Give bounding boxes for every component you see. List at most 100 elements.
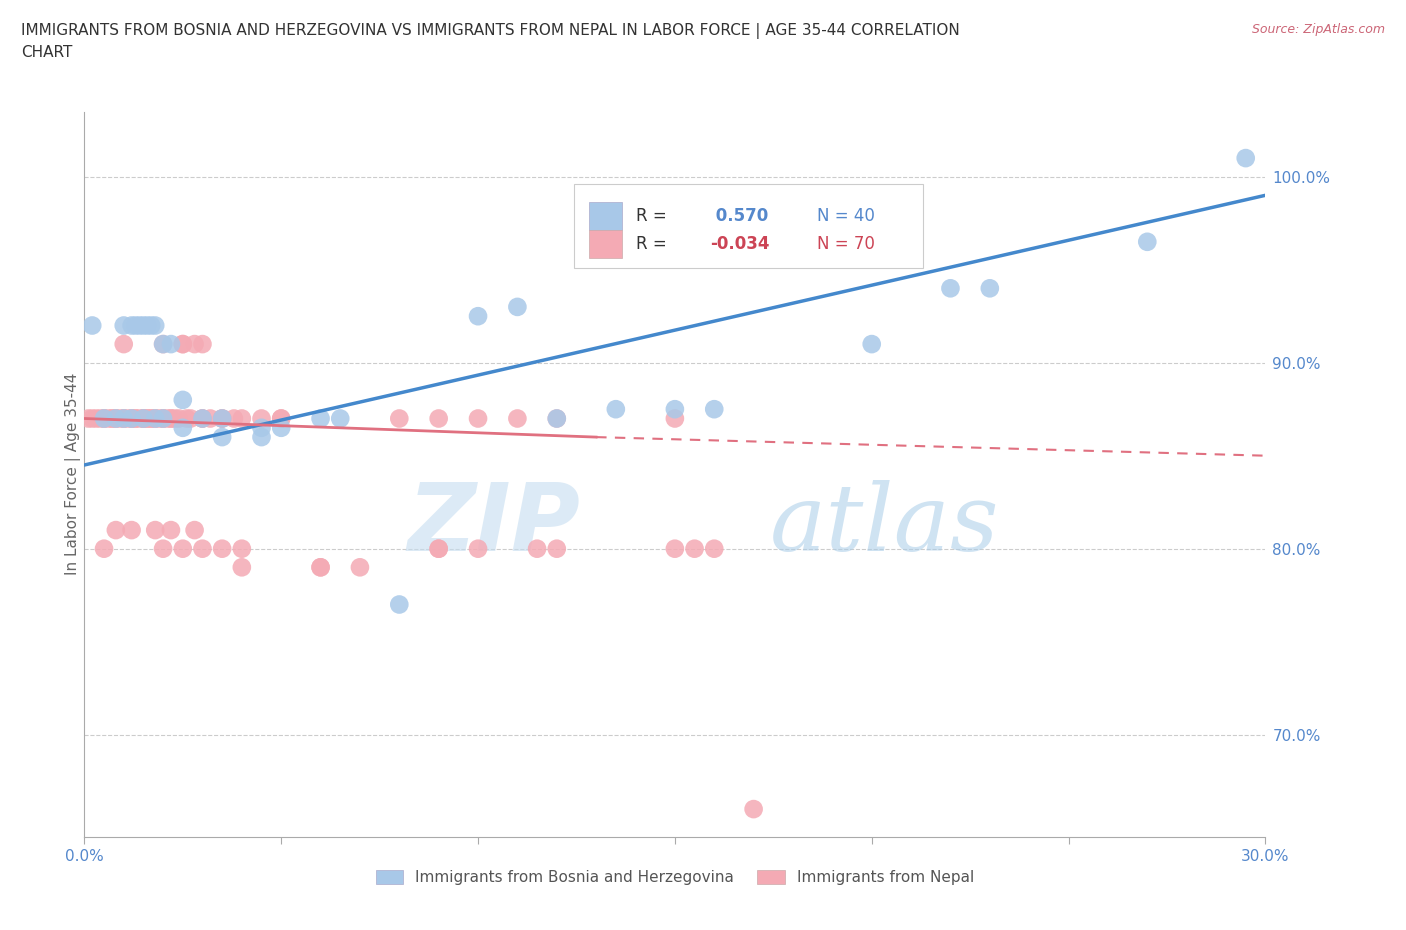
Point	[93, 411, 115, 426]
Point	[349, 560, 371, 575]
Point	[270, 411, 292, 426]
Point	[152, 541, 174, 556]
Point	[152, 411, 174, 426]
Text: Source: ZipAtlas.com: Source: ZipAtlas.com	[1251, 23, 1385, 36]
Point	[664, 402, 686, 417]
Text: R =: R =	[636, 235, 666, 253]
Point	[141, 411, 163, 426]
Point	[112, 411, 135, 426]
Point	[183, 523, 205, 538]
Point	[104, 411, 127, 426]
Point	[136, 318, 159, 333]
Point	[546, 541, 568, 556]
Point	[172, 392, 194, 407]
Text: 0.570: 0.570	[710, 206, 769, 225]
Point	[191, 411, 214, 426]
Point	[93, 411, 115, 426]
Point	[132, 411, 155, 426]
Point	[132, 411, 155, 426]
Point	[128, 411, 150, 426]
Point	[136, 411, 159, 426]
Point	[211, 430, 233, 445]
Point	[167, 411, 190, 426]
Point	[250, 411, 273, 426]
Point	[112, 411, 135, 426]
Legend: Immigrants from Bosnia and Herzegovina, Immigrants from Nepal: Immigrants from Bosnia and Herzegovina, …	[370, 864, 980, 891]
Point	[93, 411, 115, 426]
Point	[141, 411, 163, 426]
Point	[82, 411, 104, 426]
Point	[183, 337, 205, 352]
Point	[939, 281, 962, 296]
Point	[121, 411, 143, 426]
Text: atlas: atlas	[769, 480, 998, 570]
Point	[1234, 151, 1257, 166]
Point	[1136, 234, 1159, 249]
Point	[93, 541, 115, 556]
Point	[546, 411, 568, 426]
Point	[191, 337, 214, 352]
Point	[160, 523, 183, 538]
Point	[97, 411, 120, 426]
Point	[124, 411, 146, 426]
Text: CHART: CHART	[21, 45, 73, 60]
Point	[172, 337, 194, 352]
Point	[112, 318, 135, 333]
FancyBboxPatch shape	[589, 202, 621, 230]
Point	[231, 411, 253, 426]
Point	[143, 318, 166, 333]
Point	[121, 411, 143, 426]
Point	[121, 523, 143, 538]
Text: R =: R =	[636, 206, 666, 225]
FancyBboxPatch shape	[575, 184, 922, 268]
Point	[104, 411, 127, 426]
Point	[141, 318, 163, 333]
Point	[143, 411, 166, 426]
Point	[231, 541, 253, 556]
Y-axis label: In Labor Force | Age 35-44: In Labor Force | Age 35-44	[65, 373, 82, 576]
Point	[200, 411, 222, 426]
Point	[309, 560, 332, 575]
Point	[191, 411, 214, 426]
Point	[132, 411, 155, 426]
Point	[128, 318, 150, 333]
Point	[526, 541, 548, 556]
Point	[191, 541, 214, 556]
Point	[742, 802, 765, 817]
Point	[112, 337, 135, 352]
Point	[270, 411, 292, 426]
Point	[152, 337, 174, 352]
Point	[77, 411, 100, 426]
Point	[82, 318, 104, 333]
Text: N = 40: N = 40	[817, 206, 875, 225]
Point	[148, 411, 170, 426]
Point	[467, 541, 489, 556]
Point	[112, 411, 135, 426]
Point	[101, 411, 124, 426]
Point	[211, 411, 233, 426]
Point	[124, 411, 146, 426]
Point	[231, 560, 253, 575]
Point	[124, 318, 146, 333]
Point	[160, 411, 183, 426]
Point	[664, 411, 686, 426]
Point	[89, 411, 111, 426]
Point	[467, 309, 489, 324]
Point	[546, 411, 568, 426]
Text: ZIP: ZIP	[408, 479, 581, 571]
Text: N = 70: N = 70	[817, 235, 875, 253]
Point	[132, 411, 155, 426]
Point	[191, 411, 214, 426]
Point	[104, 411, 127, 426]
Point	[222, 411, 245, 426]
Text: IMMIGRANTS FROM BOSNIA AND HERZEGOVINA VS IMMIGRANTS FROM NEPAL IN LABOR FORCE |: IMMIGRANTS FROM BOSNIA AND HERZEGOVINA V…	[21, 23, 960, 39]
Point	[136, 411, 159, 426]
Point	[101, 411, 124, 426]
Point	[683, 541, 706, 556]
Point	[172, 420, 194, 435]
Point	[172, 541, 194, 556]
Point	[211, 411, 233, 426]
Point	[664, 541, 686, 556]
Text: -0.034: -0.034	[710, 235, 770, 253]
Point	[605, 402, 627, 417]
